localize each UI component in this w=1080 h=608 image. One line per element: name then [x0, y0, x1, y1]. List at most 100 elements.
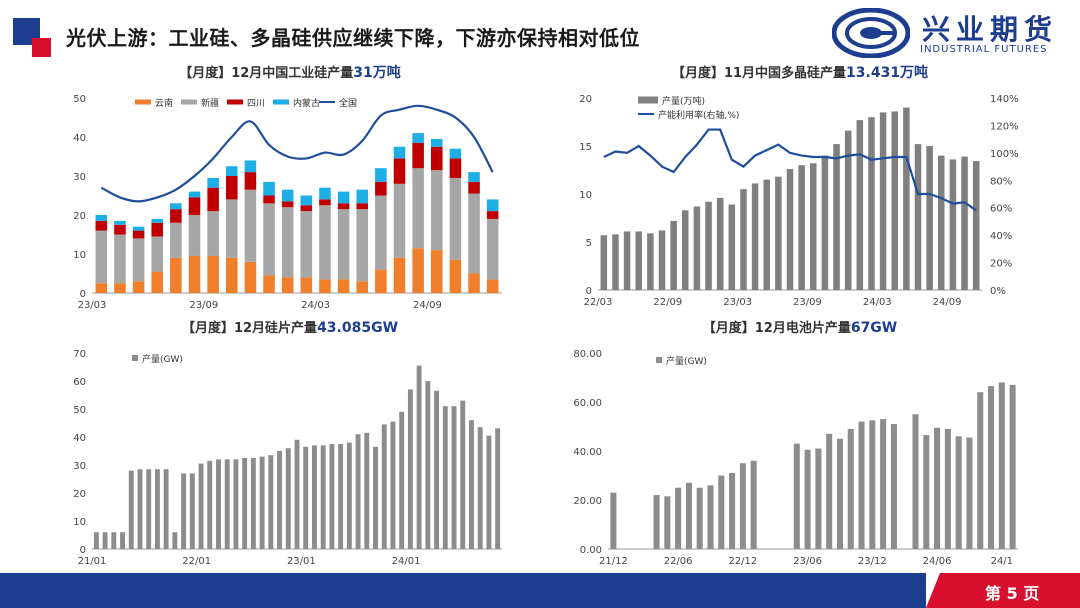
bar [390, 421, 396, 549]
bar [890, 424, 897, 549]
x-tick-label: 23/03 [78, 300, 107, 311]
bar-云南 [132, 281, 145, 293]
y-tick-label: 30 [73, 172, 86, 183]
bar [926, 146, 933, 290]
legend-label: 新疆 [201, 97, 219, 109]
bar [477, 427, 483, 549]
bar-新疆 [300, 211, 313, 278]
bar [751, 183, 759, 290]
bar [425, 381, 431, 549]
x-tick-label: 24/1 [991, 556, 1013, 567]
bar [988, 386, 995, 549]
bar-四川 [244, 172, 257, 190]
bar [856, 120, 864, 290]
bar-新疆 [151, 236, 164, 272]
bar [285, 448, 291, 549]
bar [93, 532, 99, 549]
bar-内蒙古 [486, 199, 499, 212]
bar-内蒙古 [114, 220, 126, 225]
bar-四川 [412, 142, 424, 169]
bar [233, 459, 239, 549]
bar-内蒙古 [337, 191, 350, 204]
bar [934, 427, 941, 549]
x-tick-label: 22/03 [584, 297, 613, 308]
bar [903, 107, 910, 290]
title-decoration-red [32, 38, 51, 57]
bar [207, 460, 213, 549]
bar-云南 [207, 255, 219, 293]
bar [294, 439, 300, 549]
company-logo: 兴业期货 INDUSTRIAL FUTURES [832, 8, 1068, 58]
bar [612, 234, 619, 290]
bar-新疆 [319, 205, 331, 280]
x-tick-label: 24/03 [301, 300, 330, 311]
bar [670, 220, 677, 290]
bar [821, 155, 829, 290]
y-right-tick-label: 60% [990, 204, 1012, 215]
x-tick-label: 22/09 [653, 297, 682, 308]
bar-内蒙古 [170, 203, 182, 210]
bar-云南 [225, 257, 238, 293]
x-tick-label: 24/06 [923, 556, 952, 567]
y-tick-label: 20 [579, 94, 592, 105]
bar [338, 444, 344, 549]
y-tick-label: 15 [579, 142, 592, 153]
chart-polysilicon-output: 0 5 10 15 20 0% 20% 40% 60% 80% 100% 120% 140% 22/03 2… [560, 90, 1030, 315]
bar [198, 463, 204, 549]
legend-swatch [638, 96, 658, 104]
chart-silicon-output: 0 10 20 30 40 50 23/03 23/09 24/03 24/09 云南 新疆 四川 内蒙古… [40, 90, 510, 315]
x-tick-label: 21/01 [78, 556, 107, 567]
bar-内蒙古 [430, 138, 443, 147]
bar-四川 [151, 222, 164, 237]
bar [961, 156, 968, 290]
y-right-tick-label: 0% [990, 286, 1006, 297]
bar-新疆 [188, 215, 201, 256]
bar [804, 449, 811, 549]
y-tick-label: 0 [80, 545, 86, 556]
legend-label: 全国 [339, 97, 357, 109]
bar-云南 [281, 277, 294, 293]
bar-新疆 [114, 234, 126, 284]
line-全国 [100, 104, 494, 203]
bar [320, 445, 326, 549]
legend-swatch [273, 99, 289, 105]
chart-title-cell-value: 67GW [850, 320, 898, 336]
bar [364, 432, 370, 549]
bar-四川 [188, 197, 201, 215]
bar [972, 161, 980, 290]
bar-四川 [225, 176, 238, 200]
y-tick-label: 40 [73, 133, 86, 144]
bar [658, 230, 666, 290]
bar-云南 [393, 257, 406, 293]
bar-新疆 [356, 209, 369, 282]
bar-四川 [319, 199, 331, 206]
y-tick-label: 50 [73, 405, 86, 416]
bar [381, 424, 387, 549]
bar [914, 144, 922, 290]
bar [740, 189, 747, 290]
bar [705, 201, 712, 290]
y-tick-label: 50 [73, 94, 86, 105]
legend-label: 产能利用率(右轴,%) [658, 109, 739, 121]
bar [259, 456, 265, 549]
bar [181, 473, 187, 549]
y-tick-label: 0 [586, 286, 592, 297]
x-tick-label: 23/09 [189, 300, 218, 311]
bar [685, 482, 692, 549]
bar [128, 470, 134, 549]
bar-内蒙古 [393, 146, 406, 159]
chart-title-wafer-text: 【月度】12月硅片产量 [181, 321, 318, 336]
bar [949, 159, 957, 290]
bar [268, 455, 274, 549]
chart-title-wafer: 【月度】12月硅片产量43.085GW [90, 317, 490, 337]
y-tick-label: 0.00 [580, 545, 602, 556]
bar [739, 463, 746, 549]
footer-bar [0, 573, 926, 608]
bar-新疆 [375, 195, 387, 270]
bar [891, 111, 898, 290]
bar [373, 446, 378, 549]
bar-云南 [356, 281, 369, 293]
x-tick-label: 22/01 [182, 556, 211, 567]
bar [798, 165, 805, 290]
bar [120, 532, 125, 549]
